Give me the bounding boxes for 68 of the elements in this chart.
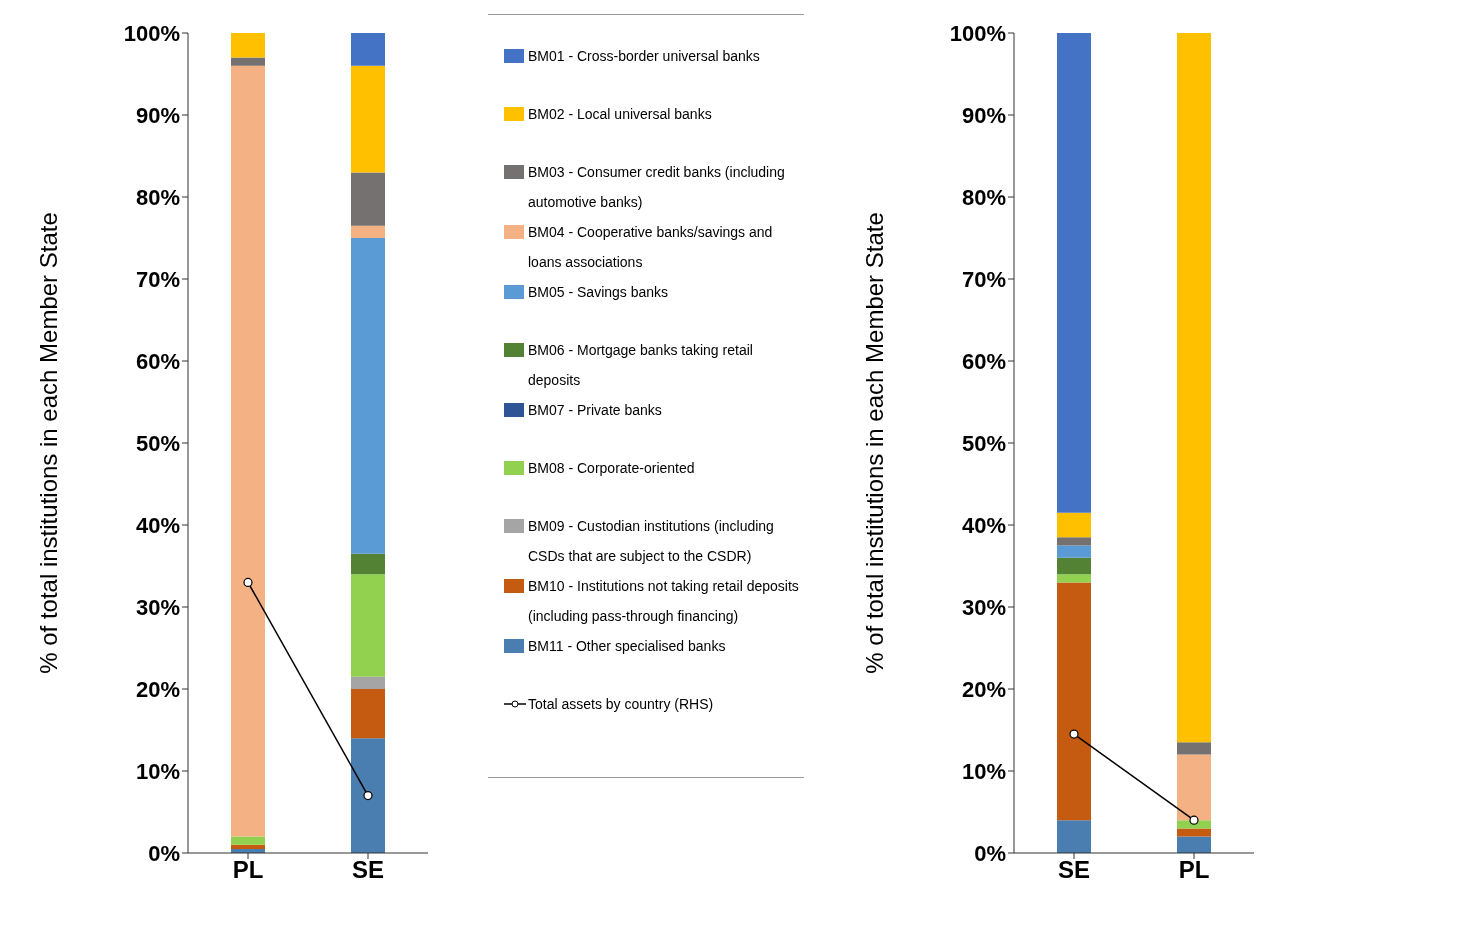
bar: [351, 689, 385, 739]
bar: [231, 33, 265, 58]
y-tick-label: 40%: [961, 512, 1006, 538]
y-tick-label: 50%: [135, 430, 180, 456]
bar: [1057, 512, 1091, 538]
y-tick-label: 60%: [135, 348, 180, 374]
bar: [351, 172, 385, 226]
bar: [1057, 545, 1091, 558]
legend-label: BM05 - Savings banks: [528, 283, 669, 302]
bar: [1177, 836, 1211, 853]
legend-label: Total assets by country (RHS): [528, 695, 714, 714]
y-axis-title: % of total institutions in each Member State: [34, 212, 62, 674]
y-tick-label: 70%: [961, 266, 1006, 292]
y-tick-label: 0%: [974, 840, 1006, 866]
legend-label: BM08 - Corporate-oriented: [528, 459, 695, 478]
legend-label: BM01 - Cross-border universal banks: [528, 47, 760, 66]
y-tick-label: 0%: [148, 840, 180, 866]
bar: [1177, 754, 1211, 821]
bar: [351, 738, 385, 853]
bar: [231, 65, 265, 837]
y-tick-label: 70%: [135, 266, 180, 292]
bar: [351, 574, 385, 677]
y-tick-label: 20%: [135, 676, 180, 702]
y-tick-label: 60%: [961, 348, 1006, 374]
bar: [351, 65, 385, 173]
y-tick-label: 10%: [961, 758, 1006, 784]
bar: [231, 836, 265, 845]
y-tick-label: 100%: [949, 20, 1006, 46]
y-tick-label: 30%: [961, 594, 1006, 620]
bar: [231, 57, 265, 66]
bar: [351, 238, 385, 554]
legend-label: BM09 - Custodian institutions (including CSDs that are subject to the CSDR): [528, 517, 775, 566]
bar: [1057, 33, 1091, 513]
legend-label: BM03 - Consumer credit banks (including automotive banks): [528, 163, 786, 212]
legend-label: BM06 - Mortgage banks taking retail deposits: [528, 341, 754, 390]
y-tick-label: 100%: [123, 20, 180, 46]
bar: [1057, 820, 1091, 853]
legend-label: BM04 - Cooperative banks/savings and loans associations: [528, 223, 774, 272]
legend-label: BM07 - Private banks: [528, 401, 662, 420]
x-tick-label: PL: [1178, 856, 1210, 884]
bar: [1177, 33, 1211, 743]
x-tick-label: SE: [351, 856, 385, 884]
y-tick-label: 90%: [961, 102, 1006, 128]
bar: [1177, 828, 1211, 837]
y-tick-label: 20%: [961, 676, 1006, 702]
bar: [1057, 557, 1091, 575]
y-tick-label: 40%: [135, 512, 180, 538]
bar: [1177, 742, 1211, 755]
y-tick-label: 90%: [135, 102, 180, 128]
bar: [231, 844, 265, 849]
y-tick-label: 80%: [961, 184, 1006, 210]
bar: [351, 225, 385, 238]
bar: [351, 553, 385, 575]
y-tick-label: 80%: [135, 184, 180, 210]
y-tick-label: 30%: [135, 594, 180, 620]
bar: [1057, 582, 1091, 821]
bar: [1057, 537, 1091, 546]
legend-label: BM11 - Other specialised banks: [528, 637, 726, 656]
bar: [351, 33, 385, 66]
legend-label: BM02 - Local universal banks: [528, 105, 712, 124]
legend-label: BM10 - Institutions not taking retail deposits (including pass-through financing): [528, 577, 800, 626]
y-tick-label: 10%: [135, 758, 180, 784]
x-tick-label: SE: [1057, 856, 1091, 884]
y-axis-title: % of total institutions in each Member State: [860, 212, 888, 674]
bar: [351, 676, 385, 689]
bar: [1057, 574, 1091, 583]
y-tick-label: 50%: [961, 430, 1006, 456]
x-tick-label: PL: [232, 856, 264, 884]
